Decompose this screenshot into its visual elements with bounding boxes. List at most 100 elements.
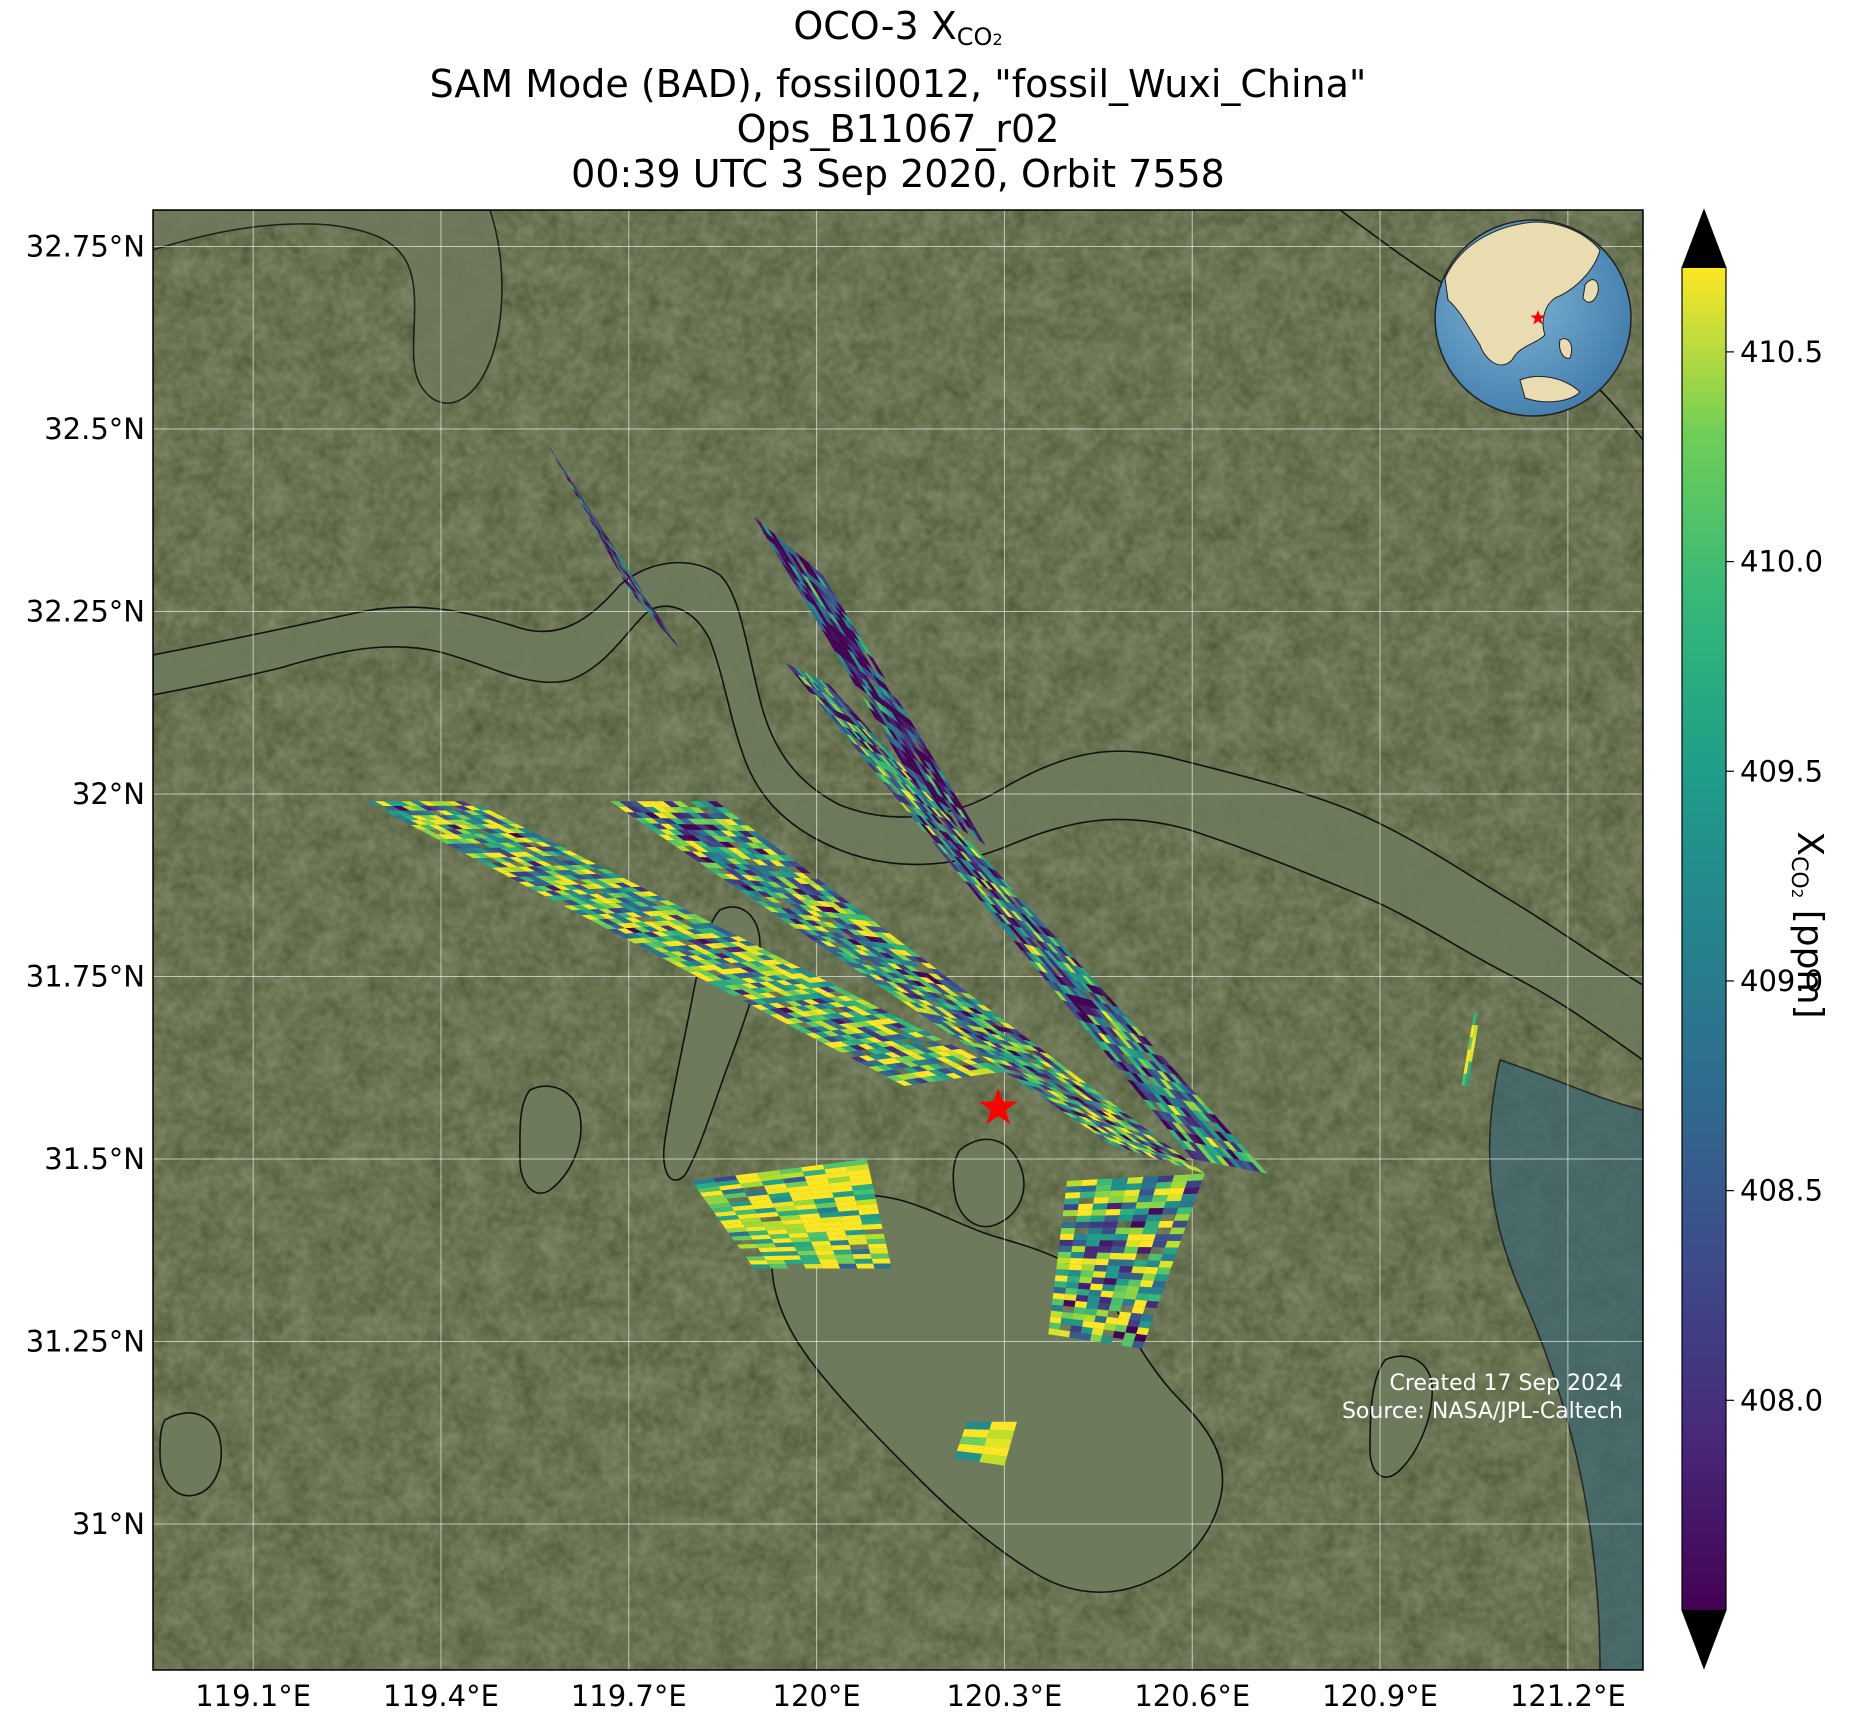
sounding-cell <box>1015 933 1029 945</box>
sounding-cell <box>625 567 636 583</box>
sounding-cell <box>472 814 491 820</box>
xco2-soundings[interactable] <box>365 443 1479 1466</box>
sounding-cell <box>936 842 950 855</box>
sounding-cell <box>1091 1277 1105 1285</box>
sounding-cell <box>1078 1093 1095 1102</box>
sounding-cell <box>750 987 768 994</box>
sounding-cell <box>921 803 935 815</box>
sounding-cell <box>634 582 645 597</box>
sounding-cell <box>685 918 704 924</box>
sounding-cell <box>1019 913 1034 925</box>
sounding-cell <box>896 949 913 957</box>
sounding-cell <box>1131 1214 1148 1222</box>
sounding-cell <box>1162 1247 1179 1255</box>
sounding-cell <box>757 1170 781 1177</box>
sounding-cell <box>1094 1101 1110 1110</box>
sounding-cell <box>917 801 930 814</box>
sounding-cell <box>437 829 456 835</box>
sounding-cell <box>798 904 815 911</box>
sounding-cell <box>866 663 879 680</box>
sounding-cell <box>847 637 860 654</box>
sounding-cell <box>997 1059 1014 1067</box>
sounding-cell <box>750 993 769 999</box>
sounding-cell <box>764 901 781 908</box>
sounding-cell <box>740 972 759 978</box>
sounding-cell <box>832 1190 855 1198</box>
sounding-cell <box>1102 1122 1118 1131</box>
sounding-cell <box>898 717 911 733</box>
map-area[interactable]: Created 17 Sep 2024 Source: NASA/JPL-Cal… <box>153 210 1643 1670</box>
sounding-cell <box>942 824 956 837</box>
sounding-cell <box>508 857 527 862</box>
sounding-cell <box>826 890 843 898</box>
sounding-cell <box>780 907 798 915</box>
sounding-cell <box>584 502 595 517</box>
sounding-cell <box>706 975 724 981</box>
sounding-cell <box>775 980 793 986</box>
sounding-cell <box>1468 1049 1474 1062</box>
sounding-cell <box>535 880 554 886</box>
sounding-cell <box>626 806 644 813</box>
sounding-cell <box>918 1053 936 1060</box>
sounding-cell <box>926 996 943 1004</box>
sounding-cell <box>437 834 456 840</box>
sounding-cell <box>1038 1080 1055 1088</box>
sounding-cell <box>920 823 933 835</box>
sounding-cell <box>632 901 651 907</box>
sounding-cell <box>990 1046 1007 1054</box>
sounding-cell <box>901 1061 920 1068</box>
sounding-cell <box>635 812 652 819</box>
sounding-cell <box>552 865 571 871</box>
sounding-cell <box>834 605 848 622</box>
sounding-cell <box>544 865 562 871</box>
sounding-cell <box>1165 1064 1180 1076</box>
sounding-cell <box>929 813 943 825</box>
sounding-cell <box>1007 1028 1024 1036</box>
sounding-cell <box>1141 1144 1158 1153</box>
sounding-cell <box>973 855 987 868</box>
sounding-cell <box>446 838 465 844</box>
sounding-cell <box>1061 1222 1076 1229</box>
sounding-cell <box>410 801 428 806</box>
sounding-cell <box>814 617 828 634</box>
sounding-cell <box>841 611 855 627</box>
sounding-cell <box>752 853 770 861</box>
sounding-cell <box>908 791 922 804</box>
sounding-cell <box>1030 1054 1047 1063</box>
sounding-cell <box>621 560 632 575</box>
sounding-cell <box>837 1205 859 1212</box>
sounding-cell <box>1077 1282 1092 1290</box>
sounding-cell <box>543 846 562 852</box>
sounding-cell <box>1028 945 1042 957</box>
sounding-cell <box>809 563 823 580</box>
sounding-cell <box>526 851 544 857</box>
sounding-cell <box>871 1008 890 1014</box>
sounding-cell <box>1054 952 1068 964</box>
sounding-cell <box>890 1034 909 1040</box>
sounding-cell <box>740 1181 764 1189</box>
target-star-icon[interactable] <box>979 1087 1018 1125</box>
sounding-cell <box>669 945 688 952</box>
sounding-cell <box>808 679 821 692</box>
sounding-cell <box>747 831 764 838</box>
sounding-cell <box>973 1038 990 1046</box>
sounding-cell <box>1000 907 1014 919</box>
sounding-cell <box>1086 998 1100 1010</box>
sounding-cell <box>1178 1200 1196 1208</box>
sounding-cell <box>760 1003 778 1010</box>
sounding-cell <box>509 876 528 882</box>
sounding-cell <box>831 912 849 919</box>
sounding-cell <box>1083 1021 1098 1033</box>
sounding-cell <box>543 856 562 861</box>
sounding-cell <box>912 806 926 819</box>
sounding-cell <box>1073 965 1087 977</box>
sounding-cell <box>854 737 867 749</box>
sounding-cell <box>481 810 499 815</box>
sounding-cell <box>561 850 579 856</box>
sounding-cell <box>958 1019 975 1027</box>
sounding-cell <box>901 983 919 991</box>
sounding-cell <box>1086 1107 1102 1115</box>
sounding-cell <box>765 886 783 893</box>
sounding-cell <box>794 578 808 595</box>
sounding-cell <box>516 837 535 843</box>
